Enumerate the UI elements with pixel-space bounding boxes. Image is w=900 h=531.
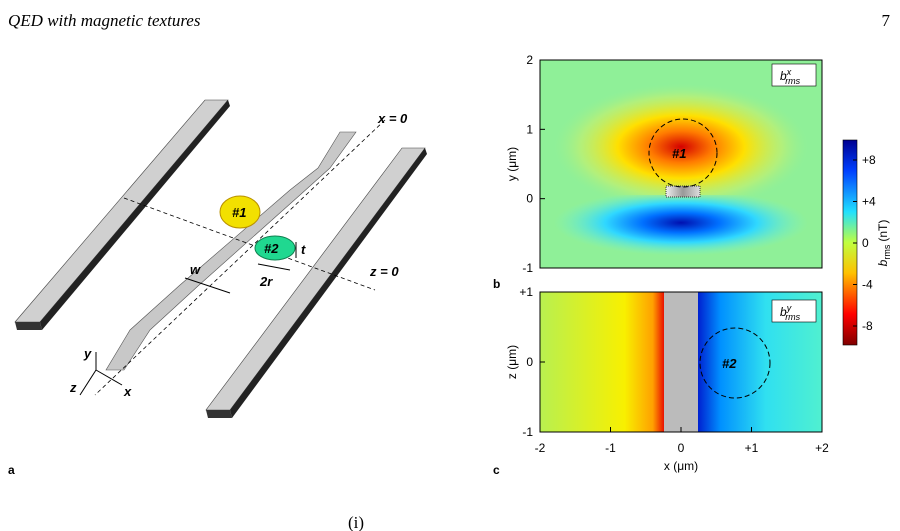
annotation: t [301, 242, 306, 257]
annotation: #2 [264, 241, 279, 256]
device-drawing [14, 99, 427, 418]
y-tick-label: -1 [522, 425, 533, 439]
y-tick-label: 0 [526, 355, 533, 369]
annotation: #1 [232, 205, 246, 220]
axis-label: x (μm) [664, 459, 698, 473]
colorbar-tick-label: +8 [862, 153, 876, 167]
x-tick-label: +1 [745, 441, 759, 455]
y-tick-label: 1 [526, 122, 533, 136]
annotation: w [190, 262, 201, 277]
axis-label: z (μm) [505, 345, 519, 379]
y-tick-label: -1 [522, 261, 533, 275]
axis-label: x [123, 384, 132, 399]
x-tick-label: +2 [815, 441, 829, 455]
footer-fragment: (i) [348, 513, 364, 531]
annotation: 2r [259, 274, 273, 289]
x-tick-label: -2 [535, 441, 546, 455]
annotation: z = 0 [369, 264, 399, 279]
colorbar-tick-label: -4 [862, 278, 873, 292]
colorbar-label: brms(nT) [876, 220, 892, 267]
axis-label: z [69, 380, 77, 395]
x-tick-label: -1 [605, 441, 616, 455]
panel-label: c [493, 463, 500, 477]
panel-label: b [493, 277, 500, 291]
y-tick-label: +1 [519, 285, 533, 299]
colorbar-tick-label: 0 [862, 236, 869, 250]
annotation: x = 0 [377, 111, 408, 126]
colorbar-tick-label: +4 [862, 195, 876, 209]
panel-label: a [8, 463, 15, 477]
y-tick-label: 2 [526, 53, 533, 67]
axis-label: y [83, 346, 92, 361]
colorbar-tick-label: -8 [862, 319, 873, 333]
field-label: by rms [780, 303, 801, 322]
field-label: bx rms [780, 67, 801, 86]
field-map-c [539, 291, 823, 433]
x-tick-label: 0 [678, 441, 685, 455]
annotation: #2 [722, 356, 737, 371]
annotation: #1 [672, 146, 686, 161]
page-number: 7 [882, 11, 891, 30]
field-map-b [539, 59, 823, 269]
y-tick-label: 0 [526, 192, 533, 206]
axis-label: y (μm) [505, 147, 519, 181]
running-title: QED with magnetic textures [8, 11, 201, 30]
